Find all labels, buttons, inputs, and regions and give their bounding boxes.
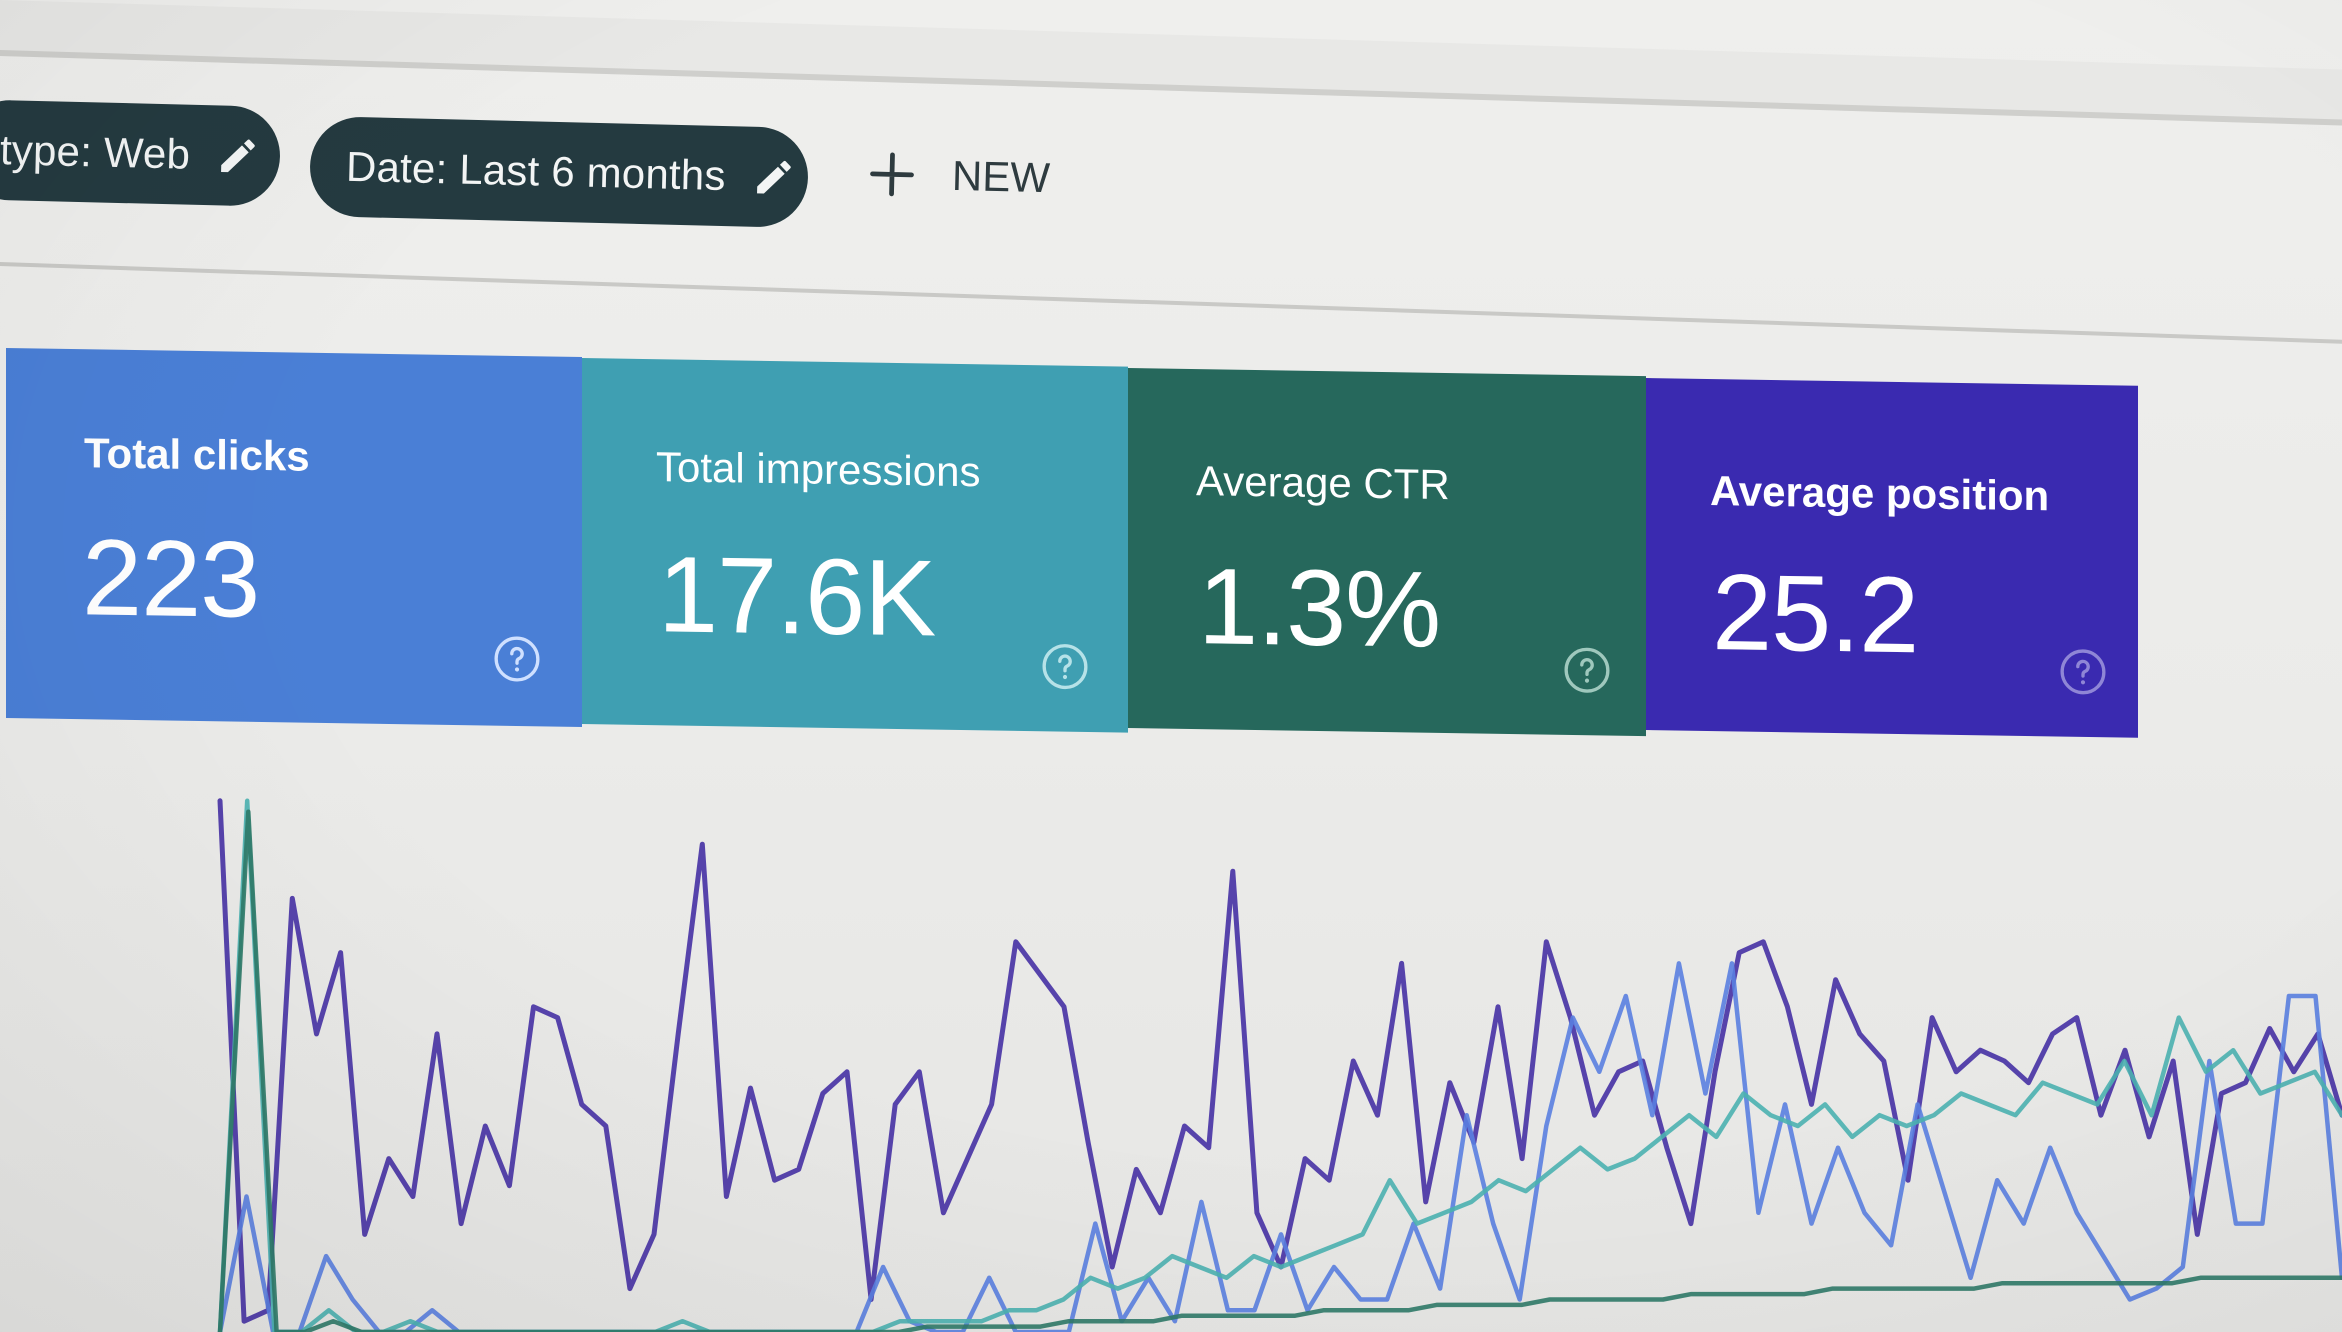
help-circle-icon[interactable] — [492, 634, 542, 685]
filter-chip-date[interactable]: Date: Last 6 months — [308, 115, 810, 229]
filter-chip-type[interactable]: type: Web — [0, 99, 282, 207]
chart-series-line-2[interactable] — [217, 961, 2342, 1332]
help-circle-icon[interactable] — [1040, 641, 1090, 692]
new-filter-button[interactable]: NEW — [865, 148, 1051, 204]
metric-card-total-impressions[interactable]: Total impressions 17.6K — [582, 358, 1128, 733]
pencil-icon[interactable] — [216, 133, 261, 178]
chart-series-line-3[interactable] — [217, 798, 2342, 1332]
metric-card-average-position[interactable]: Average position 25.2 — [1646, 378, 2138, 738]
metric-card-average-ctr[interactable]: Average CTR 1.3% — [1128, 368, 1646, 737]
metric-card-total-clicks[interactable]: Total clicks 223 — [6, 348, 582, 728]
pencil-icon[interactable] — [751, 155, 796, 200]
chart-series-line-1[interactable] — [217, 798, 2342, 1324]
metric-cards: Total clicks 223 Total impressions 17.6K… — [6, 348, 2138, 738]
chart-series-line-4[interactable] — [217, 809, 2342, 1332]
plus-icon — [865, 148, 918, 201]
help-circle-icon[interactable] — [1562, 645, 1612, 696]
help-circle-icon[interactable] — [2058, 646, 2108, 697]
